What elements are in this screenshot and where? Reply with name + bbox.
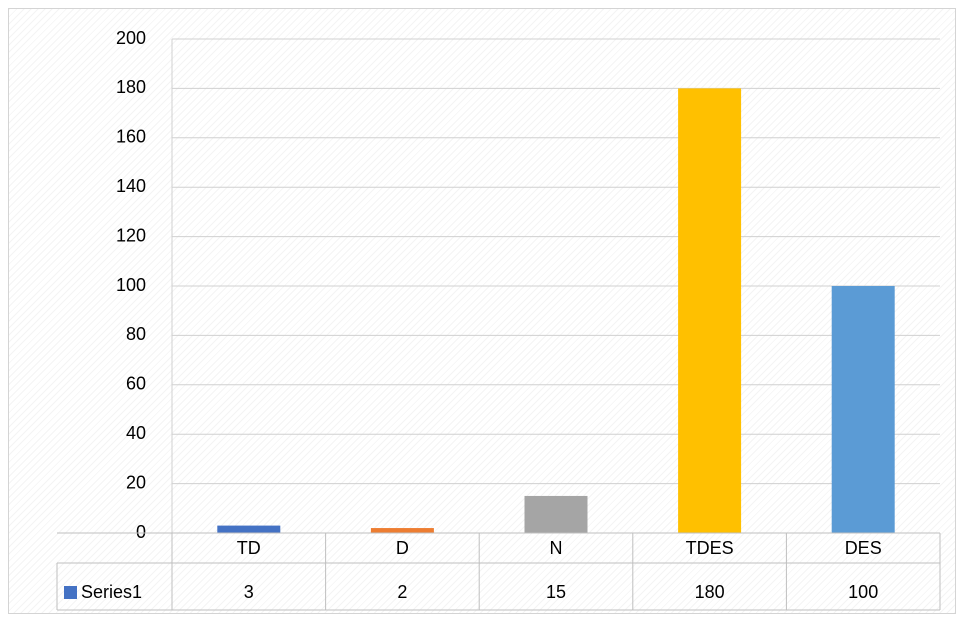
series-name: Series1 bbox=[81, 582, 142, 602]
y-tick-label: 100 bbox=[116, 275, 146, 295]
table-value-cell: 3 bbox=[244, 582, 254, 602]
series-legend-key bbox=[64, 586, 77, 599]
category-label: D bbox=[396, 538, 409, 558]
y-tick-label: 40 bbox=[126, 423, 146, 443]
table-value-cell: 180 bbox=[695, 582, 725, 602]
bar-d bbox=[370, 528, 434, 533]
y-tick-label: 180 bbox=[116, 77, 146, 97]
table-value-cell: 15 bbox=[546, 582, 566, 602]
category-label: TDES bbox=[686, 538, 734, 558]
y-tick-label: 140 bbox=[116, 176, 146, 196]
y-axis-ticks: 0 20 40 60 80 100 120 140 160 180 200 bbox=[116, 28, 146, 542]
y-tick-label: 60 bbox=[126, 374, 146, 394]
y-tick-label: 0 bbox=[136, 522, 146, 542]
bar-n bbox=[524, 495, 588, 533]
bar-tdes bbox=[678, 88, 742, 534]
bar-des bbox=[831, 286, 895, 533]
y-tick-label: 200 bbox=[116, 28, 146, 48]
bar-td bbox=[217, 525, 281, 533]
y-tick-label: 80 bbox=[126, 324, 146, 344]
data-table: TD 3 D 2 N 15 TDES 180 DES 100 Series1 bbox=[56, 532, 941, 611]
y-tick-label: 160 bbox=[116, 127, 146, 147]
table-value-cell: 2 bbox=[397, 582, 407, 602]
table-value-cell: 100 bbox=[848, 582, 878, 602]
bars bbox=[217, 88, 895, 534]
y-tick-label: 120 bbox=[116, 225, 146, 245]
category-label: TD bbox=[237, 538, 261, 558]
y-tick-label: 20 bbox=[126, 472, 146, 492]
category-label: N bbox=[550, 538, 563, 558]
gridlines bbox=[171, 38, 940, 534]
chart-frame bbox=[8, 8, 956, 614]
category-label: DES bbox=[845, 538, 882, 558]
